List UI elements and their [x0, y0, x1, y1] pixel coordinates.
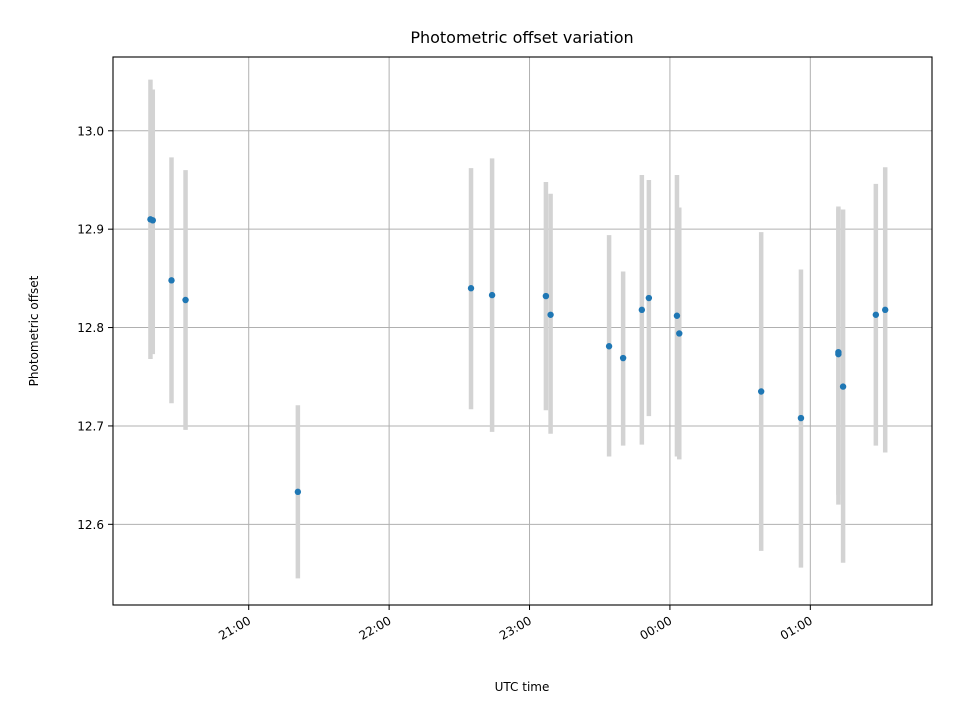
y-tick-label: 12.7: [77, 419, 104, 433]
data-point: [619, 354, 627, 362]
data-point: [882, 306, 889, 314]
data-point: [638, 306, 646, 314]
data-point: [467, 285, 475, 292]
data-point: [839, 383, 847, 390]
data-point: [547, 311, 554, 318]
data-point: [797, 414, 805, 422]
data-point: [168, 277, 175, 284]
data-point: [605, 343, 613, 350]
data-point: [645, 294, 653, 302]
data-points: [147, 216, 889, 496]
y-axis-label: Photometric offset: [27, 275, 41, 386]
data-point: [676, 330, 683, 337]
data-point: [673, 312, 681, 319]
y-tick-label: 12.6: [77, 518, 104, 532]
data-point: [872, 311, 880, 318]
y-tick-label: 13.0: [77, 124, 104, 138]
y-axis: 12.6 12.7 12.8 12.9 13.0: [77, 124, 113, 532]
y-tick-label: 12.8: [77, 321, 104, 335]
data-point: [294, 488, 302, 496]
data-point: [757, 388, 765, 395]
data-point: [488, 291, 496, 299]
data-point: [182, 296, 189, 304]
plot-area-frame: [112, 56, 933, 606]
x-axis-label: UTC time: [495, 680, 550, 694]
data-point: [835, 348, 842, 356]
data-point: [149, 217, 156, 224]
y-tick-label: 12.9: [77, 223, 104, 237]
chart-title: Photometric offset variation: [410, 28, 633, 47]
grid-lines: [113, 57, 932, 605]
data-point: [542, 292, 550, 300]
